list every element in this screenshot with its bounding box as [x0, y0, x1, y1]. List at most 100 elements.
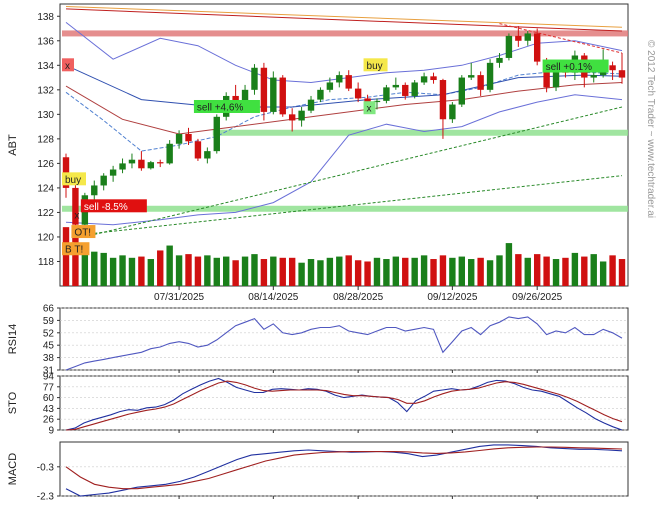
volume-bar [147, 259, 155, 286]
zone-band [212, 129, 628, 136]
macd-series-line [65, 446, 623, 490]
trend-line [65, 8, 623, 32]
macd-y-tick-label: -2.3 [37, 492, 55, 503]
line-lower-band [65, 94, 623, 226]
volume-bar [458, 256, 465, 286]
volume-bar [317, 260, 324, 286]
line-ma-fast [65, 70, 623, 152]
candle-body [477, 75, 484, 90]
sto-frame [59, 375, 629, 431]
volume-bar [62, 227, 70, 286]
volume-bar [194, 256, 202, 286]
volume-bar [515, 254, 522, 286]
annotation-box [71, 242, 90, 256]
trend-line [94, 175, 623, 234]
volume-bar [505, 243, 513, 286]
volume-bar [354, 260, 362, 286]
price-y-tick-label: 132 [37, 85, 54, 96]
candle-body [128, 159, 136, 164]
volume-bar [618, 259, 626, 286]
candle-body [439, 80, 447, 120]
x-tick-label: 09/12/2025 [427, 292, 477, 303]
candle-body [213, 116, 220, 152]
trend-line [499, 23, 623, 54]
candle-body [298, 110, 305, 121]
candle-body [72, 187, 79, 225]
macd-y-tick-label: -0.3 [37, 462, 55, 473]
annotation-label: buy [367, 61, 383, 72]
candle-body [185, 133, 192, 142]
candle-body [326, 82, 334, 90]
candle-body [373, 100, 381, 103]
rsi-y-tick-label: 59 [43, 316, 55, 327]
candle-body [496, 57, 503, 63]
volume-bar [251, 254, 258, 286]
candle-body [157, 162, 164, 164]
sto-y-tick-label: 26 [43, 415, 55, 426]
price-y-tick-label: 136 [37, 36, 54, 47]
annotation-box [363, 58, 388, 72]
rsi-frame [59, 307, 629, 371]
volume-bar [138, 256, 145, 286]
annotation-label: x [74, 210, 79, 221]
price-y-tick-label: 122 [37, 208, 54, 219]
annotation-box [62, 58, 74, 72]
price-y-label: ABT [7, 134, 19, 156]
annotation-box [80, 199, 147, 213]
volume-bar [175, 255, 183, 286]
candle-body [147, 162, 155, 169]
volume-bar [392, 256, 400, 286]
volume-bar [524, 257, 531, 286]
volume-bar [213, 257, 220, 286]
x-tick-label: 09/26/2025 [512, 292, 562, 303]
candle-body [524, 33, 531, 41]
rsi-series-line [65, 316, 623, 371]
price-y-tick-label: 126 [37, 159, 54, 170]
volume-bar [477, 257, 484, 286]
candle-body [364, 98, 371, 103]
annotation-label: sell -8.5% [84, 202, 128, 213]
volume-bar [223, 256, 230, 286]
volume-bar [496, 255, 503, 286]
volume-bar [119, 255, 126, 286]
annotation-box [62, 242, 74, 256]
x-tick-label: 08/14/2025 [248, 292, 298, 303]
volume-bar [288, 257, 296, 286]
volume-bar [571, 252, 579, 286]
sto-y-label: STO [7, 391, 19, 414]
candle-body [618, 70, 626, 78]
candle-body [458, 77, 465, 105]
watermark: © 2012 Tech Trader ~ www.techtrader.ai [645, 40, 656, 218]
candle-body [430, 76, 437, 81]
rsi-y-label: RSI14 [7, 324, 19, 355]
annotation-box [71, 225, 96, 239]
volume-bar [373, 257, 381, 286]
price-y-tick-label: 134 [37, 61, 54, 72]
x-tick-label: 07/31/2025 [154, 292, 204, 303]
volume-bar [562, 257, 569, 286]
volume-bar [166, 245, 173, 286]
line-ma-slow [65, 82, 623, 135]
candle-body [609, 65, 616, 71]
volume-bar [364, 261, 371, 286]
candle-body [336, 75, 343, 83]
candle-body [590, 75, 597, 78]
line-ma-mid [65, 64, 623, 108]
candle-body [119, 163, 126, 170]
candle-body [411, 82, 418, 96]
rsi-y-tick-label: 66 [43, 304, 55, 315]
sto-y-tick-label: 9 [48, 426, 54, 437]
sto-y-tick-label: 43 [43, 404, 55, 415]
candle-body [543, 61, 550, 88]
rsi-y-tick-label: 31 [43, 366, 55, 377]
candle-body [552, 70, 560, 88]
candle-body [194, 141, 202, 159]
x-tick-label: 08/28/2025 [333, 292, 383, 303]
sto-y-tick-label: 94 [43, 372, 55, 383]
candle-body [383, 87, 390, 101]
trend-line [65, 5, 623, 28]
volume-bar [439, 255, 447, 286]
rsi-y-tick-label: 52 [43, 328, 55, 339]
volume-bar [204, 255, 211, 286]
